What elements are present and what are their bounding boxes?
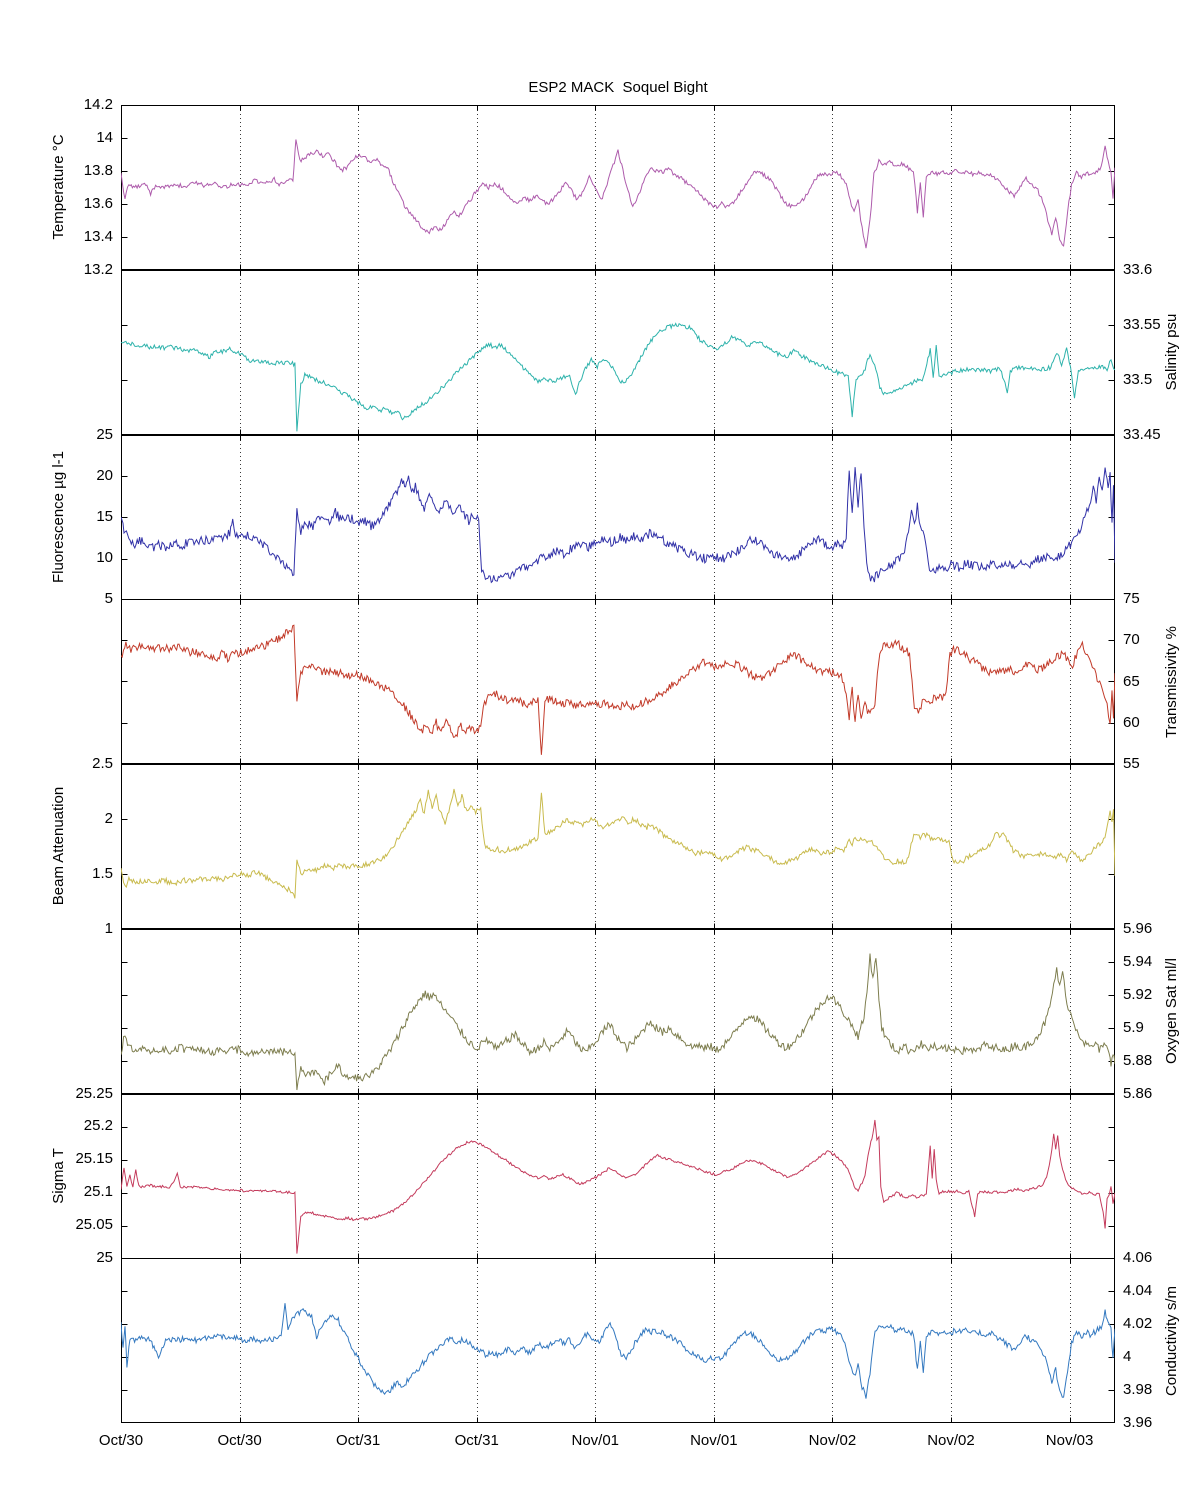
- axis-title-sigma-t: Sigma T: [50, 1148, 67, 1204]
- axis-title-conductivity: Conductivity s/m: [1163, 1285, 1180, 1396]
- y-tick-label: 65: [1123, 672, 1140, 690]
- y-tick-label: 5: [104, 590, 113, 608]
- y-tick-label: 33.5: [1123, 370, 1153, 388]
- y-tick-label: 3.96: [1123, 1414, 1153, 1431]
- y-tick-label: 5.96: [1123, 919, 1153, 937]
- y-tick-label: 5.88: [1123, 1051, 1153, 1069]
- y-tick-label: 2.5: [92, 755, 113, 772]
- y-tick-label: 3.98: [1123, 1381, 1153, 1399]
- x-tick-label: Nov/01: [571, 1432, 620, 1449]
- y-tick-label: 70: [1123, 631, 1140, 649]
- y-tick-label: 55: [1123, 755, 1140, 772]
- axis-title-fluorescence: Fluorescence µg l-1: [50, 450, 67, 583]
- x-tick-label: Nov/02: [927, 1432, 975, 1449]
- y-tick-label: 15: [96, 507, 113, 525]
- y-tick-label: 5.86: [1123, 1084, 1153, 1102]
- sigma-t-panel: [121, 1093, 1115, 1259]
- transmissivity-panel: [121, 599, 1115, 764]
- beam-attenuation-series-line: [121, 788, 1115, 899]
- salinity-panel: [121, 269, 1115, 435]
- x-tick-label: Oct/30: [98, 1432, 144, 1449]
- sigma-t-series-line: [121, 1119, 1115, 1254]
- salinity-series-line: [121, 322, 1115, 432]
- transmissivity-series-line: [121, 624, 1115, 756]
- y-tick-label: 13.8: [83, 161, 113, 179]
- y-tick-label: 5.92: [1123, 985, 1153, 1003]
- x-tick-label: Oct/30: [217, 1432, 262, 1449]
- y-tick-label: 14.2: [83, 96, 113, 113]
- y-tick-label: 20: [96, 466, 113, 484]
- conductivity-panel: [121, 1258, 1115, 1423]
- beam-attenuation-panel: [121, 764, 1115, 929]
- x-tick-label: Nov/02: [808, 1432, 857, 1449]
- y-tick-label: 33.6: [1123, 260, 1153, 278]
- oxygen-sat-panel: [121, 928, 1115, 1094]
- y-tick-label: 4.04: [1123, 1282, 1153, 1300]
- y-tick-label: 25: [96, 1249, 113, 1267]
- y-tick-label: 4: [1123, 1348, 1132, 1366]
- conductivity-series-line: [121, 1303, 1115, 1399]
- x-tick-label: Nov/03: [1045, 1432, 1094, 1449]
- y-tick-label: 4.06: [1123, 1249, 1153, 1267]
- oxygen-sat-series-line: [121, 953, 1115, 1090]
- chart-title: ESP2 MACK Soquel Bight: [528, 79, 708, 96]
- x-tick-label: Nov/01: [690, 1432, 738, 1449]
- axis-title-temperature: Temperature °C: [50, 134, 67, 240]
- y-tick-label: 2: [104, 809, 113, 827]
- temperature-panel: [121, 105, 1115, 270]
- y-tick-label: 1: [104, 919, 113, 937]
- fluorescence-panel: [121, 434, 1115, 600]
- y-tick-label: 5.9: [1123, 1018, 1144, 1036]
- y-tick-label: 75: [1123, 590, 1140, 608]
- y-tick-label: 13.6: [83, 194, 113, 212]
- x-tick-label: Oct/31: [336, 1432, 381, 1449]
- y-tick-label: 10: [96, 549, 113, 567]
- axis-title-transmissivity: Transmissivity %: [1163, 625, 1180, 738]
- y-tick-label: 1.5: [92, 864, 113, 882]
- axis-title-oxygen-sat: Oxygen Sat ml/l: [1163, 958, 1180, 1065]
- axis-title-salinity: Salinity psu: [1163, 313, 1180, 391]
- x-tick-label: Oct/31: [454, 1432, 499, 1449]
- y-tick-label: 60: [1123, 713, 1140, 731]
- y-tick-label: 14: [96, 128, 113, 146]
- y-tick-label: 33.45: [1123, 425, 1161, 443]
- y-tick-label: 25.05: [75, 1216, 113, 1234]
- y-tick-label: 25.1: [83, 1183, 113, 1201]
- y-tick-label: 25: [96, 425, 113, 443]
- y-tick-label: 13.4: [83, 227, 113, 245]
- y-tick-label: 5.94: [1123, 952, 1153, 970]
- y-tick-label: 4.02: [1123, 1315, 1153, 1333]
- y-tick-label: 25.2: [83, 1117, 113, 1135]
- axis-title-beam-attenuation: Beam Attenuation: [50, 787, 67, 906]
- temperature-series-line: [121, 139, 1115, 249]
- y-tick-label: 25.25: [75, 1084, 113, 1102]
- y-tick-label: 13.2: [83, 260, 113, 278]
- y-tick-label: 25.15: [75, 1150, 113, 1168]
- fluorescence-series-line: [121, 466, 1115, 583]
- y-tick-label: 33.55: [1123, 315, 1161, 333]
